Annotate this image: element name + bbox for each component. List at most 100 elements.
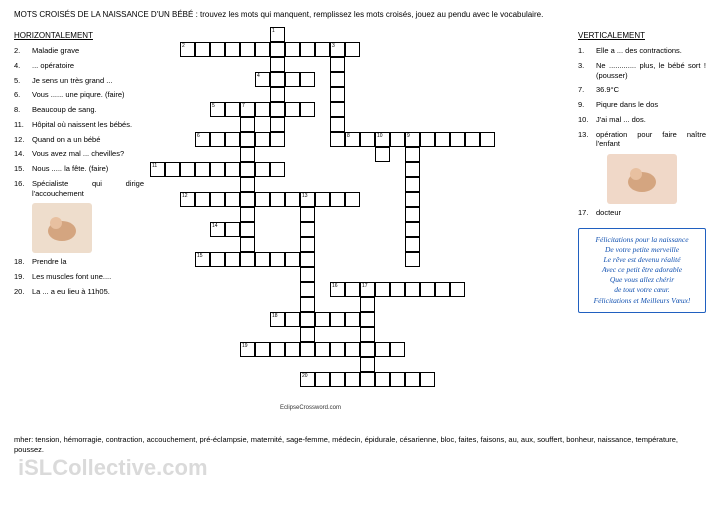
grid-cell[interactable]: [210, 192, 225, 207]
grid-cell[interactable]: [270, 162, 285, 177]
grid-cell[interactable]: [315, 342, 330, 357]
grid-cell[interactable]: [225, 222, 240, 237]
grid-cell[interactable]: [300, 252, 315, 267]
grid-cell[interactable]: [405, 237, 420, 252]
grid-cell[interactable]: [270, 87, 285, 102]
grid-cell[interactable]: [240, 237, 255, 252]
grid-cell[interactable]: [285, 42, 300, 57]
grid-cell[interactable]: [330, 342, 345, 357]
grid-cell[interactable]: [390, 372, 405, 387]
grid-cell[interactable]: [270, 57, 285, 72]
grid-cell[interactable]: [210, 252, 225, 267]
grid-cell[interactable]: [390, 282, 405, 297]
grid-cell[interactable]: [315, 42, 330, 57]
grid-cell[interactable]: [405, 177, 420, 192]
grid-cell[interactable]: [255, 42, 270, 57]
grid-cell[interactable]: [300, 102, 315, 117]
grid-cell[interactable]: [405, 372, 420, 387]
grid-cell[interactable]: [420, 372, 435, 387]
grid-cell[interactable]: [330, 57, 345, 72]
grid-cell[interactable]: [195, 192, 210, 207]
grid-cell[interactable]: 2: [180, 42, 195, 57]
grid-cell[interactable]: 15: [195, 252, 210, 267]
grid-cell[interactable]: 18: [270, 312, 285, 327]
grid-cell[interactable]: [345, 342, 360, 357]
grid-cell[interactable]: [330, 192, 345, 207]
grid-cell[interactable]: 14: [210, 222, 225, 237]
grid-cell[interactable]: [225, 192, 240, 207]
grid-cell[interactable]: 3: [330, 42, 345, 57]
grid-cell[interactable]: [300, 207, 315, 222]
grid-cell[interactable]: [300, 267, 315, 282]
grid-cell[interactable]: 1: [270, 27, 285, 42]
grid-cell[interactable]: 20: [300, 372, 315, 387]
grid-cell[interactable]: [375, 372, 390, 387]
grid-cell[interactable]: [480, 132, 495, 147]
grid-cell[interactable]: [195, 162, 210, 177]
grid-cell[interactable]: [405, 162, 420, 177]
grid-cell[interactable]: 9: [405, 132, 420, 147]
grid-cell[interactable]: [345, 282, 360, 297]
grid-cell[interactable]: [450, 132, 465, 147]
grid-cell[interactable]: [405, 222, 420, 237]
grid-cell[interactable]: [375, 342, 390, 357]
grid-cell[interactable]: [270, 132, 285, 147]
grid-cell[interactable]: [240, 192, 255, 207]
grid-cell[interactable]: [405, 147, 420, 162]
grid-cell[interactable]: [315, 372, 330, 387]
grid-cell[interactable]: [255, 192, 270, 207]
grid-cell[interactable]: 10: [375, 132, 390, 147]
grid-cell[interactable]: [360, 297, 375, 312]
grid-cell[interactable]: [255, 342, 270, 357]
grid-cell[interactable]: [330, 132, 345, 147]
grid-cell[interactable]: 7: [240, 102, 255, 117]
grid-cell[interactable]: [345, 312, 360, 327]
grid-cell[interactable]: [360, 327, 375, 342]
grid-cell[interactable]: [240, 132, 255, 147]
grid-cell[interactable]: [390, 342, 405, 357]
grid-cell[interactable]: [330, 72, 345, 87]
grid-cell[interactable]: 5: [210, 102, 225, 117]
grid-cell[interactable]: 8: [345, 132, 360, 147]
grid-cell[interactable]: [285, 102, 300, 117]
grid-cell[interactable]: [285, 192, 300, 207]
grid-cell[interactable]: [285, 342, 300, 357]
grid-cell[interactable]: [225, 132, 240, 147]
grid-cell[interactable]: [165, 162, 180, 177]
grid-cell[interactable]: [300, 312, 315, 327]
grid-cell[interactable]: [375, 147, 390, 162]
grid-cell[interactable]: [270, 72, 285, 87]
grid-cell[interactable]: [225, 162, 240, 177]
grid-cell[interactable]: [300, 237, 315, 252]
grid-cell[interactable]: [360, 357, 375, 372]
grid-cell[interactable]: [345, 192, 360, 207]
grid-cell[interactable]: [345, 372, 360, 387]
grid-cell[interactable]: [300, 72, 315, 87]
grid-cell[interactable]: [315, 192, 330, 207]
grid-cell[interactable]: [255, 132, 270, 147]
grid-cell[interactable]: [360, 312, 375, 327]
grid-cell[interactable]: [390, 132, 405, 147]
grid-cell[interactable]: 16: [330, 282, 345, 297]
grid-cell[interactable]: [270, 102, 285, 117]
grid-cell[interactable]: [210, 132, 225, 147]
grid-cell[interactable]: [330, 312, 345, 327]
grid-cell[interactable]: [300, 327, 315, 342]
grid-cell[interactable]: 12: [180, 192, 195, 207]
grid-cell[interactable]: [360, 372, 375, 387]
grid-cell[interactable]: [240, 162, 255, 177]
grid-cell[interactable]: [285, 252, 300, 267]
grid-cell[interactable]: [405, 282, 420, 297]
grid-cell[interactable]: [420, 282, 435, 297]
grid-cell[interactable]: [255, 102, 270, 117]
grid-cell[interactable]: [225, 42, 240, 57]
grid-cell[interactable]: [270, 42, 285, 57]
grid-cell[interactable]: [225, 252, 240, 267]
grid-cell[interactable]: [225, 102, 240, 117]
grid-cell[interactable]: [300, 282, 315, 297]
grid-cell[interactable]: [240, 147, 255, 162]
grid-cell[interactable]: [435, 132, 450, 147]
grid-cell[interactable]: [375, 282, 390, 297]
grid-cell[interactable]: [405, 252, 420, 267]
grid-cell[interactable]: [300, 222, 315, 237]
